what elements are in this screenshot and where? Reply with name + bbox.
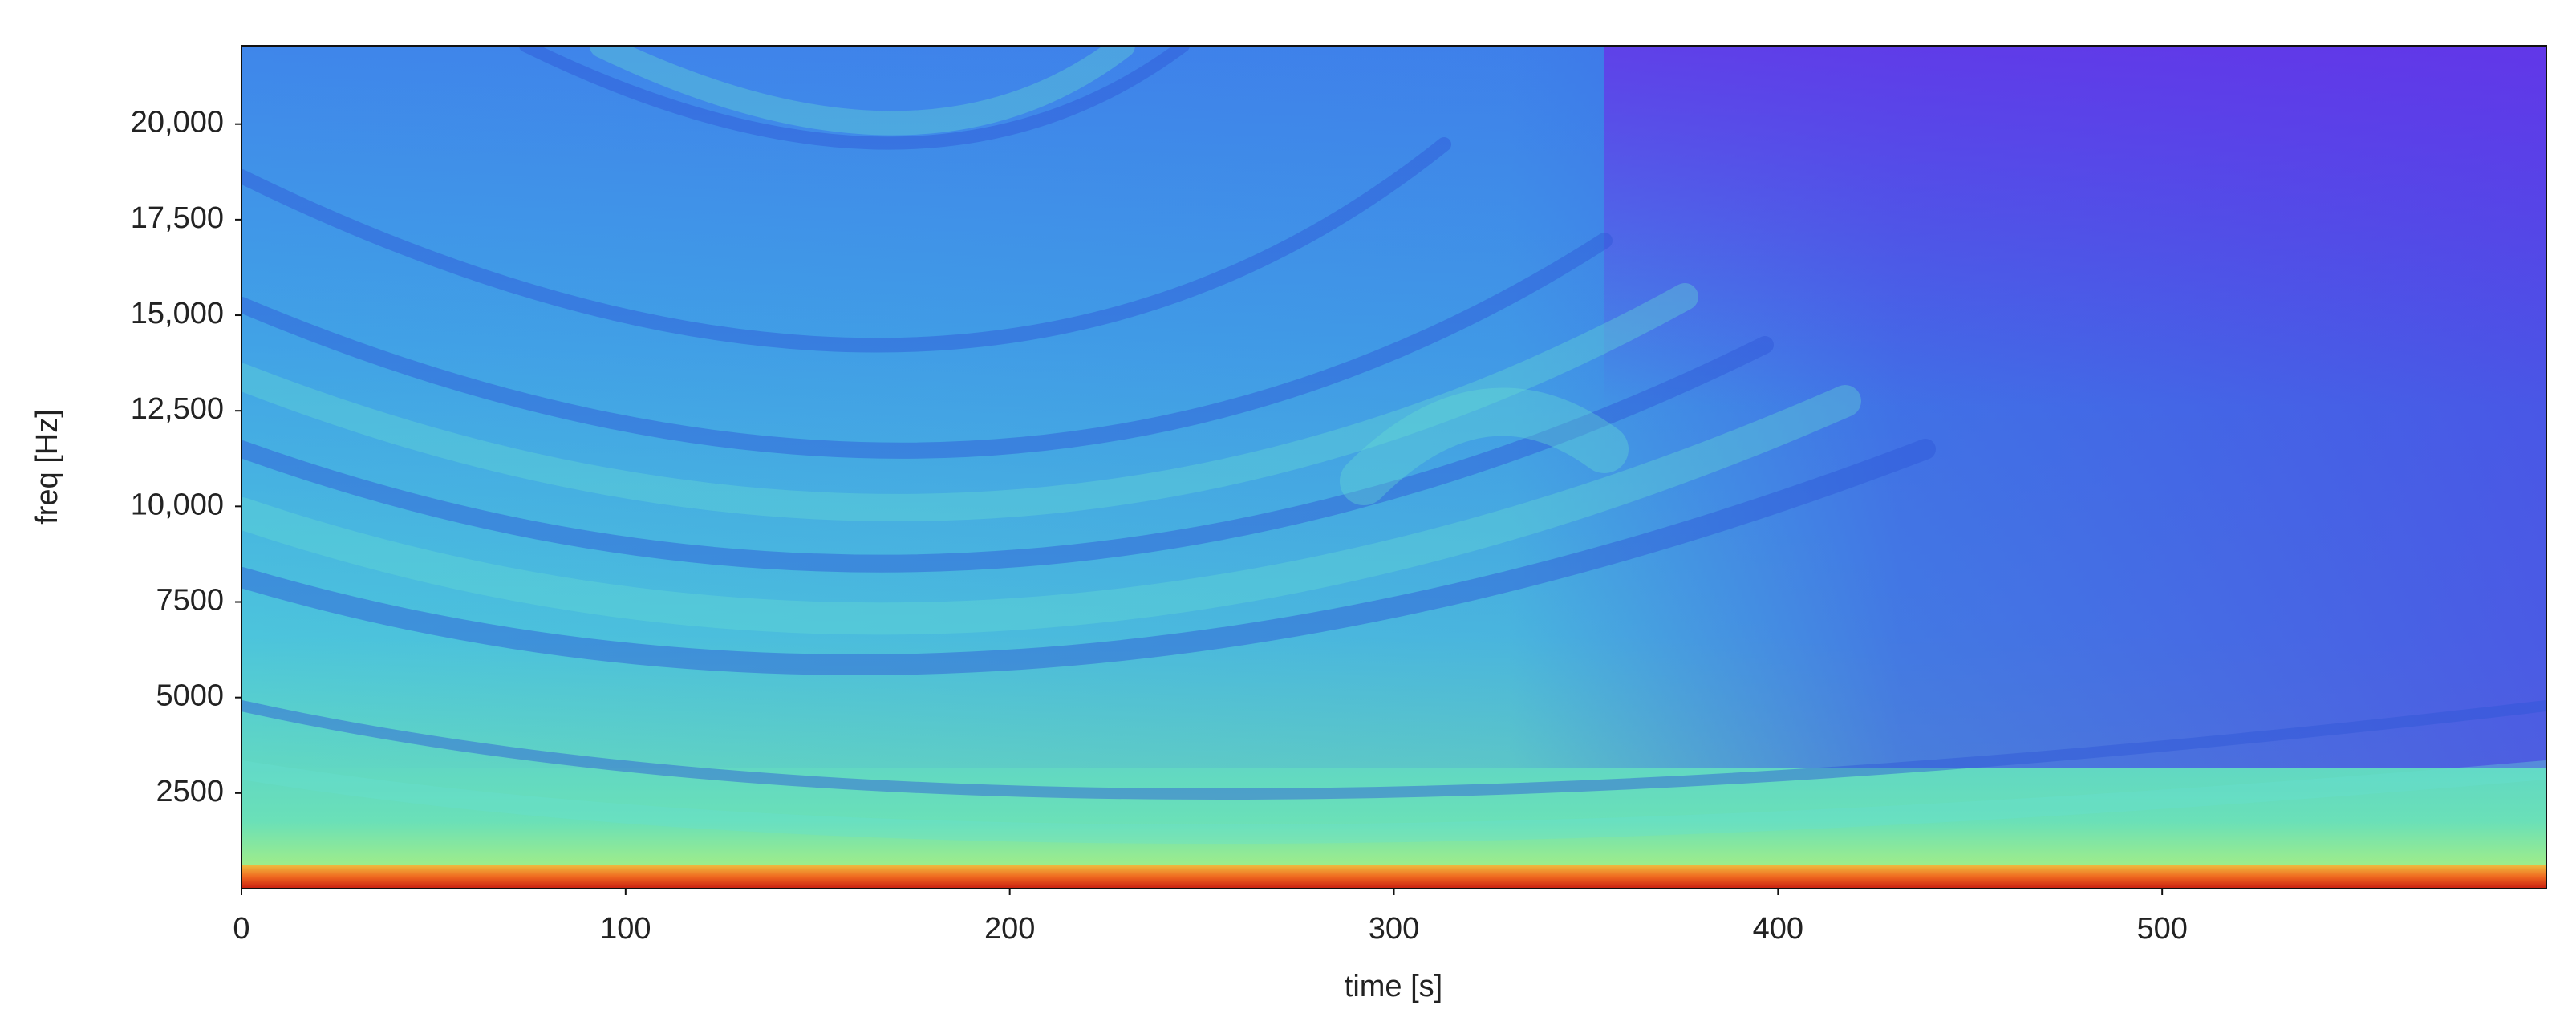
y-tick-label: 17,500 (131, 201, 224, 235)
x-tick-label: 0 (233, 912, 249, 946)
x-tick-label: 500 (2136, 912, 2187, 946)
ticks: 0 100 200 300 400 500 2500 5000 7500 10,000 12,500… (131, 106, 2188, 946)
x-tick-label: 400 (1753, 912, 1803, 946)
y-tick-label: 2500 (156, 775, 224, 808)
y-tick-label: 20,000 (131, 106, 224, 140)
spectrogram-image (241, 46, 2546, 889)
x-tick-label: 100 (600, 912, 651, 946)
x-axis-label: time [s] (1345, 970, 1442, 1003)
y-tick-label: 15,000 (131, 297, 224, 330)
y-tick-label: 12,500 (131, 392, 224, 426)
x-tick-label: 300 (1369, 912, 1419, 946)
y-tick-label: 10,000 (131, 488, 224, 521)
y-tick-label: 7500 (156, 584, 224, 618)
x-tick-label: 200 (984, 912, 1035, 946)
y-tick-label: 5000 (156, 679, 224, 713)
y-axis-label: freq [Hz] (30, 409, 64, 525)
